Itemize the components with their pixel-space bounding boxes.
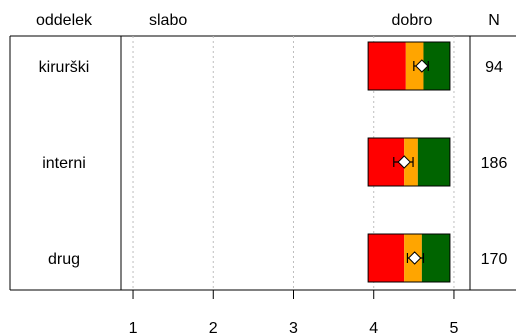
plot-rows: kirurški 94 interni 186 drug 170 (39, 41, 508, 283)
x-axis-ticks: 1 2 3 4 5 (129, 290, 459, 336)
header-dobro: dobro (392, 12, 433, 29)
bar-red-3 (368, 234, 405, 282)
header-n: N (488, 12, 500, 29)
bar-red-1 (368, 42, 406, 90)
row-n-3: 170 (481, 251, 508, 268)
row-label-3: drug (48, 251, 80, 268)
bar-outline-3 (367, 233, 451, 283)
x-tick-label-4: 4 (369, 320, 378, 336)
bar-outline-1 (367, 41, 451, 91)
bar-green-2 (417, 138, 450, 186)
row-label-1: kirurški (39, 59, 90, 76)
x-tick-label-5: 5 (450, 320, 459, 336)
row-n-2: 186 (481, 155, 508, 172)
mean-diamond-1 (415, 59, 429, 73)
mean-diamond-3 (407, 251, 422, 265)
bar-green-3 (421, 234, 450, 282)
row-label-2: interni (42, 155, 86, 172)
x-tick-label-3: 3 (289, 320, 298, 336)
x-tick-label-2: 2 (209, 320, 218, 336)
row-n-1: 94 (485, 59, 503, 76)
header-slabo: slabo (149, 12, 187, 29)
x-tick-label-1: 1 (129, 320, 138, 336)
header-oddelek: oddelek (36, 12, 93, 29)
bar-outline-2 (367, 137, 451, 187)
mean-diamond-2 (397, 155, 411, 169)
